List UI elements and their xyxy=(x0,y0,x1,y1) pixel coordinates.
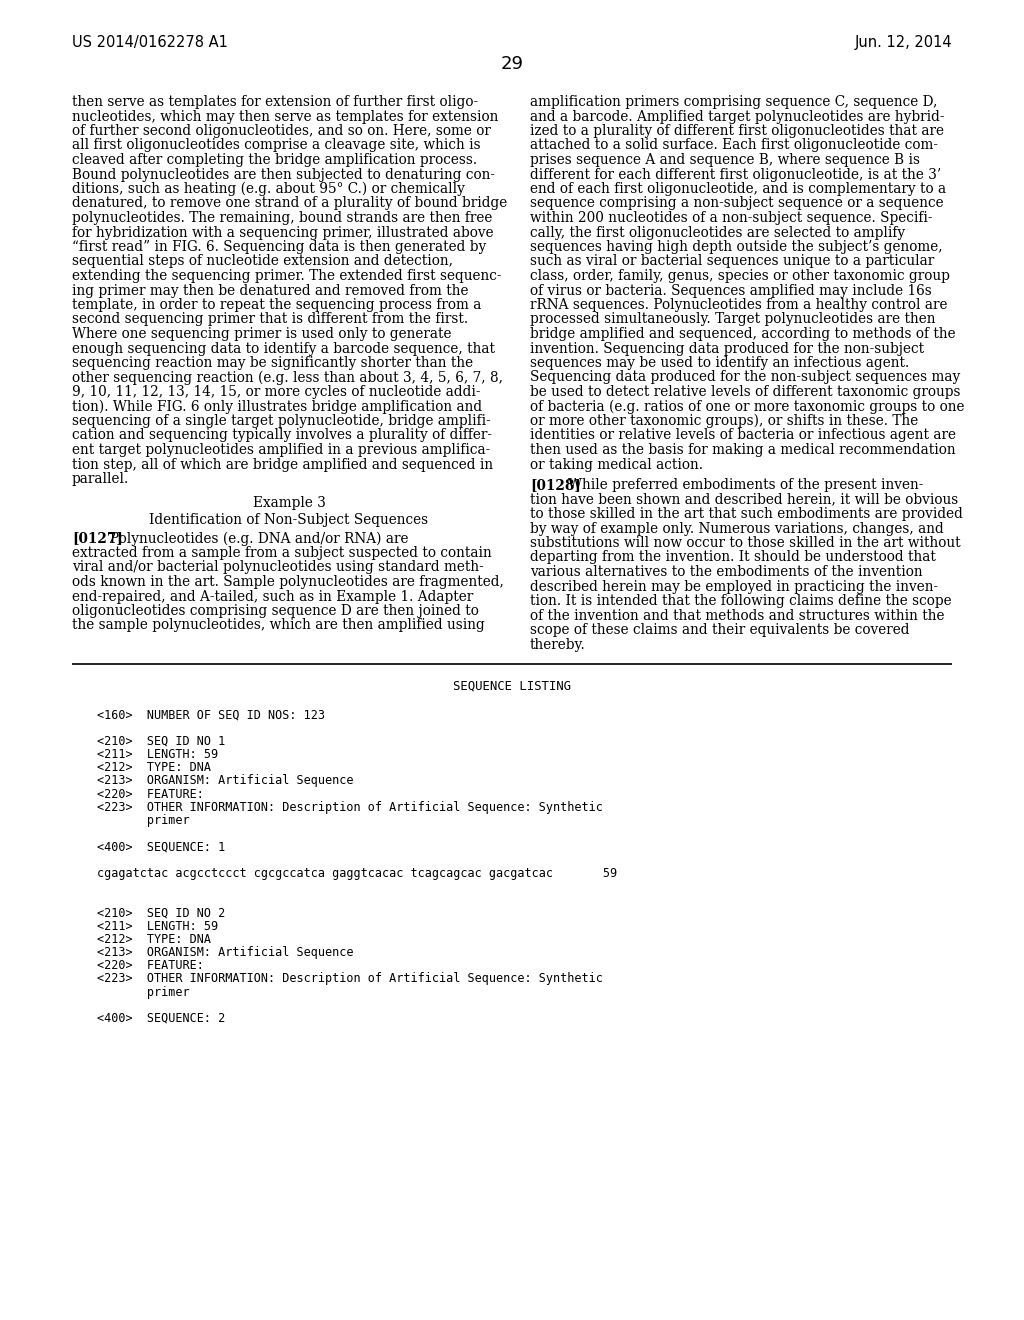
Text: oligonucleotides comprising sequence D are then joined to: oligonucleotides comprising sequence D a… xyxy=(72,605,479,618)
Text: <213>  ORGANISM: Artificial Sequence: <213> ORGANISM: Artificial Sequence xyxy=(97,775,353,788)
Text: primer: primer xyxy=(97,986,189,999)
Text: template, in order to repeat the sequencing process from a: template, in order to repeat the sequenc… xyxy=(72,298,481,312)
Text: tion have been shown and described herein, it will be obvious: tion have been shown and described herei… xyxy=(530,492,958,507)
Text: tion. It is intended that the following claims define the scope: tion. It is intended that the following … xyxy=(530,594,951,609)
Text: <400>  SEQUENCE: 2: <400> SEQUENCE: 2 xyxy=(97,1012,225,1026)
Text: primer: primer xyxy=(97,814,189,828)
Text: <210>  SEQ ID NO 1: <210> SEQ ID NO 1 xyxy=(97,735,225,748)
Text: prises sequence A and sequence B, where sequence B is: prises sequence A and sequence B, where … xyxy=(530,153,920,168)
Text: or taking medical action.: or taking medical action. xyxy=(530,458,703,471)
Text: viral and/or bacterial polynucleotides using standard meth-: viral and/or bacterial polynucleotides u… xyxy=(72,561,483,574)
Text: of bacteria (e.g. ratios of one or more taxonomic groups to one: of bacteria (e.g. ratios of one or more … xyxy=(530,400,965,414)
Text: extracted from a sample from a subject suspected to contain: extracted from a sample from a subject s… xyxy=(72,546,492,560)
Text: ent target polynucleotides amplified in a previous amplifica-: ent target polynucleotides amplified in … xyxy=(72,444,490,457)
Text: thereby.: thereby. xyxy=(530,638,586,652)
Text: be used to detect relative levels of different taxonomic groups: be used to detect relative levels of dif… xyxy=(530,385,961,399)
Text: identities or relative levels of bacteria or infectious agent are: identities or relative levels of bacteri… xyxy=(530,429,956,442)
Text: <212>  TYPE: DNA: <212> TYPE: DNA xyxy=(97,933,211,946)
Text: tion). While FIG. 6 only illustrates bridge amplification and: tion). While FIG. 6 only illustrates bri… xyxy=(72,400,482,414)
Text: such as viral or bacterial sequences unique to a particular: such as viral or bacterial sequences uni… xyxy=(530,255,934,268)
Text: <223>  OTHER INFORMATION: Description of Artificial Sequence: Synthetic: <223> OTHER INFORMATION: Description of … xyxy=(97,801,603,814)
Text: for hybridization with a sequencing primer, illustrated above: for hybridization with a sequencing prim… xyxy=(72,226,494,239)
Text: cleaved after completing the bridge amplification process.: cleaved after completing the bridge ampl… xyxy=(72,153,477,168)
Text: <211>  LENGTH: 59: <211> LENGTH: 59 xyxy=(97,748,218,762)
Text: Bound polynucleotides are then subjected to denaturing con-: Bound polynucleotides are then subjected… xyxy=(72,168,495,181)
Text: [0127]: [0127] xyxy=(72,532,123,545)
Text: of further second oligonucleotides, and so on. Here, some or: of further second oligonucleotides, and … xyxy=(72,124,490,139)
Text: <160>  NUMBER OF SEQ ID NOS: 123: <160> NUMBER OF SEQ ID NOS: 123 xyxy=(97,709,325,722)
Text: substitutions will now occur to those skilled in the art without: substitutions will now occur to those sk… xyxy=(530,536,961,550)
Text: within 200 nucleotides of a non-subject sequence. Specifi-: within 200 nucleotides of a non-subject … xyxy=(530,211,933,224)
Text: of the invention and that methods and structures within the: of the invention and that methods and st… xyxy=(530,609,944,623)
Text: cgagatctac acgcctccct cgcgccatca gaggtcacac tcagcagcac gacgatcac       59: cgagatctac acgcctccct cgcgccatca gaggtca… xyxy=(97,867,617,880)
Text: ditions, such as heating (e.g. about 95° C.) or chemically: ditions, such as heating (e.g. about 95°… xyxy=(72,182,465,197)
Text: described herein may be employed in practicing the inven-: described herein may be employed in prac… xyxy=(530,579,938,594)
Text: <213>  ORGANISM: Artificial Sequence: <213> ORGANISM: Artificial Sequence xyxy=(97,946,353,960)
Text: <211>  LENGTH: 59: <211> LENGTH: 59 xyxy=(97,920,218,933)
Text: <220>  FEATURE:: <220> FEATURE: xyxy=(97,960,204,973)
Text: and a barcode. Amplified target polynucleotides are hybrid-: and a barcode. Amplified target polynucl… xyxy=(530,110,944,124)
Text: enough sequencing data to identify a barcode sequence, that: enough sequencing data to identify a bar… xyxy=(72,342,495,355)
Text: [0128]: [0128] xyxy=(530,478,581,492)
Text: sequence comprising a non-subject sequence or a sequence: sequence comprising a non-subject sequen… xyxy=(530,197,944,210)
Text: various alternatives to the embodiments of the invention: various alternatives to the embodiments … xyxy=(530,565,923,579)
Text: <400>  SEQUENCE: 1: <400> SEQUENCE: 1 xyxy=(97,841,225,854)
Text: Identification of Non-Subject Sequences: Identification of Non-Subject Sequences xyxy=(150,513,429,527)
Text: cation and sequencing typically involves a plurality of differ-: cation and sequencing typically involves… xyxy=(72,429,492,442)
Text: 9, 10, 11, 12, 13, 14, 15, or more cycles of nucleotide addi-: 9, 10, 11, 12, 13, 14, 15, or more cycle… xyxy=(72,385,480,399)
Text: <220>  FEATURE:: <220> FEATURE: xyxy=(97,788,204,801)
Text: parallel.: parallel. xyxy=(72,473,129,486)
Text: attached to a solid surface. Each first oligonucleotide com-: attached to a solid surface. Each first … xyxy=(530,139,938,153)
Text: of virus or bacteria. Sequences amplified may include 16s: of virus or bacteria. Sequences amplifie… xyxy=(530,284,932,297)
Text: <223>  OTHER INFORMATION: Description of Artificial Sequence: Synthetic: <223> OTHER INFORMATION: Description of … xyxy=(97,973,603,986)
Text: ing primer may then be denatured and removed from the: ing primer may then be denatured and rem… xyxy=(72,284,469,297)
Text: end of each first oligonucleotide, and is complementary to a: end of each first oligonucleotide, and i… xyxy=(530,182,946,195)
Text: Polynucleotides (e.g. DNA and/or RNA) are: Polynucleotides (e.g. DNA and/or RNA) ar… xyxy=(110,532,409,546)
Text: end-repaired, and A-tailed, such as in Example 1. Adapter: end-repaired, and A-tailed, such as in E… xyxy=(72,590,473,603)
Text: then used as the basis for making a medical recommendation: then used as the basis for making a medi… xyxy=(530,444,955,457)
Text: “first read” in FIG. 6. Sequencing data is then generated by: “first read” in FIG. 6. Sequencing data … xyxy=(72,240,486,253)
Text: then serve as templates for extension of further first oligo-: then serve as templates for extension of… xyxy=(72,95,478,110)
Text: amplification primers comprising sequence C, sequence D,: amplification primers comprising sequenc… xyxy=(530,95,937,110)
Text: all first oligonucleotides comprise a cleavage site, which is: all first oligonucleotides comprise a cl… xyxy=(72,139,480,153)
Text: by way of example only. Numerous variations, changes, and: by way of example only. Numerous variati… xyxy=(530,521,944,536)
Text: other sequencing reaction (e.g. less than about 3, 4, 5, 6, 7, 8,: other sequencing reaction (e.g. less tha… xyxy=(72,371,503,385)
Text: bridge amplified and sequenced, according to methods of the: bridge amplified and sequenced, accordin… xyxy=(530,327,955,341)
Text: denatured, to remove one strand of a plurality of bound bridge: denatured, to remove one strand of a plu… xyxy=(72,197,507,210)
Text: cally, the first oligonucleotides are selected to amplify: cally, the first oligonucleotides are se… xyxy=(530,226,905,239)
Text: processed simultaneously. Target polynucleotides are then: processed simultaneously. Target polynuc… xyxy=(530,313,936,326)
Text: scope of these claims and their equivalents be covered: scope of these claims and their equivale… xyxy=(530,623,909,638)
Text: departing from the invention. It should be understood that: departing from the invention. It should … xyxy=(530,550,936,565)
Text: sequential steps of nucleotide extension and detection,: sequential steps of nucleotide extension… xyxy=(72,255,453,268)
Text: Where one sequencing primer is used only to generate: Where one sequencing primer is used only… xyxy=(72,327,452,341)
Text: polynucleotides. The remaining, bound strands are then free: polynucleotides. The remaining, bound st… xyxy=(72,211,493,224)
Text: sequencing of a single target polynucleotide, bridge amplifi-: sequencing of a single target polynucleo… xyxy=(72,414,490,428)
Text: different for each different first oligonucleotide, is at the 3’: different for each different first oligo… xyxy=(530,168,941,181)
Text: to those skilled in the art that such embodiments are provided: to those skilled in the art that such em… xyxy=(530,507,963,521)
Text: sequences may be used to identify an infectious agent.: sequences may be used to identify an inf… xyxy=(530,356,909,370)
Text: or more other taxonomic groups), or shifts in these. The: or more other taxonomic groups), or shif… xyxy=(530,414,919,429)
Text: sequencing reaction may be significantly shorter than the: sequencing reaction may be significantly… xyxy=(72,356,473,370)
Text: ized to a plurality of different first oligonucleotides that are: ized to a plurality of different first o… xyxy=(530,124,944,139)
Text: US 2014/0162278 A1: US 2014/0162278 A1 xyxy=(72,36,228,50)
Text: Jun. 12, 2014: Jun. 12, 2014 xyxy=(854,36,952,50)
Text: sequences having high depth outside the subject’s genome,: sequences having high depth outside the … xyxy=(530,240,943,253)
Text: extending the sequencing primer. The extended first sequenc-: extending the sequencing primer. The ext… xyxy=(72,269,502,282)
Text: SEQUENCE LISTING: SEQUENCE LISTING xyxy=(453,680,571,693)
Text: tion step, all of which are bridge amplified and sequenced in: tion step, all of which are bridge ampli… xyxy=(72,458,494,471)
Text: invention. Sequencing data produced for the non-subject: invention. Sequencing data produced for … xyxy=(530,342,924,355)
Text: rRNA sequences. Polynucleotides from a healthy control are: rRNA sequences. Polynucleotides from a h… xyxy=(530,298,947,312)
Text: nucleotides, which may then serve as templates for extension: nucleotides, which may then serve as tem… xyxy=(72,110,499,124)
Text: ods known in the art. Sample polynucleotides are fragmented,: ods known in the art. Sample polynucleot… xyxy=(72,576,504,589)
Text: the sample polynucleotides, which are then amplified using: the sample polynucleotides, which are th… xyxy=(72,619,484,632)
Text: class, order, family, genus, species or other taxonomic group: class, order, family, genus, species or … xyxy=(530,269,950,282)
Text: Example 3: Example 3 xyxy=(253,496,326,511)
Text: <210>  SEQ ID NO 2: <210> SEQ ID NO 2 xyxy=(97,907,225,920)
Text: While preferred embodiments of the present inven-: While preferred embodiments of the prese… xyxy=(568,478,924,492)
Text: second sequencing primer that is different from the first.: second sequencing primer that is differe… xyxy=(72,313,468,326)
Text: Sequencing data produced for the non-subject sequences may: Sequencing data produced for the non-sub… xyxy=(530,371,961,384)
Text: 29: 29 xyxy=(501,55,523,73)
Text: <212>  TYPE: DNA: <212> TYPE: DNA xyxy=(97,762,211,775)
